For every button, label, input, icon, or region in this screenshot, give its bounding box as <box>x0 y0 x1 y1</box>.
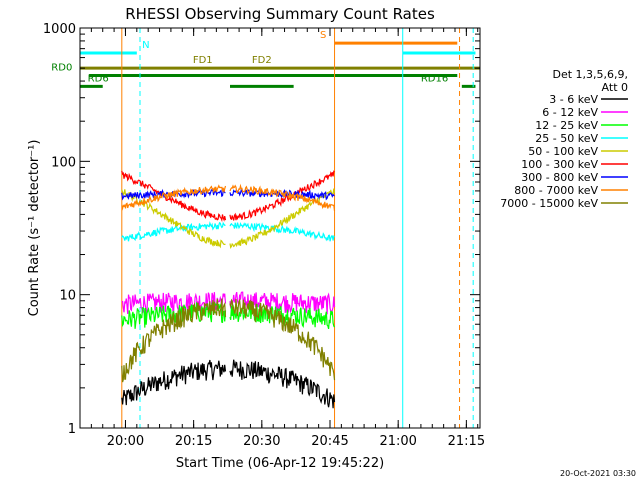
x-axis-label: Start Time (06-Apr-12 19:45:22) <box>176 456 384 471</box>
y-tick-label: 10 <box>59 289 76 304</box>
series-line <box>229 183 336 211</box>
flag-label: FD2 <box>252 55 272 66</box>
y-tick-label: 1 <box>68 422 76 437</box>
data-series <box>121 170 336 409</box>
y-axis-label: Count Rate (s⁻¹ detector⁻¹) <box>27 140 42 317</box>
chart-title: RHESSI Observing Summary Count Rates <box>125 5 435 23</box>
series-line <box>121 221 226 242</box>
timestamp: 20-Oct-2021 03:30 <box>560 469 636 478</box>
x-axis-ticks: 20:00 20:15 20:30 20:45 21:00 21:15 <box>79 28 485 449</box>
legend-label: 3 - 6 keV <box>549 93 598 106</box>
series-line <box>229 359 336 409</box>
series-line <box>121 184 227 211</box>
series-trace <box>121 298 336 383</box>
legend-label: 100 - 300 keV <box>521 158 598 171</box>
series-line <box>229 170 335 221</box>
x-tick-label: 21:15 <box>448 434 485 449</box>
x-tick-label: 20:15 <box>175 434 212 449</box>
legend-label: 7000 - 15000 keV <box>500 197 598 210</box>
legend-label: 800 - 7000 keV <box>514 184 598 197</box>
legend-label: 50 - 100 keV <box>528 145 598 158</box>
series-line <box>121 170 227 223</box>
legend-label: 12 - 25 keV <box>535 119 598 132</box>
x-tick-label: 20:45 <box>311 434 348 449</box>
y-axis-ticks: 1 10 100 1000 <box>43 22 480 437</box>
y-tick-label: 1000 <box>43 22 76 37</box>
flag-label: FD1 <box>193 55 213 66</box>
flag-bars: N S FD1 FD2 RD0 RD6 RD16 <box>51 30 480 88</box>
series-line <box>121 298 227 383</box>
series-line <box>229 298 336 381</box>
x-tick-label: 20:30 <box>243 434 280 449</box>
legend-label: 300 - 800 keV <box>521 171 598 184</box>
legend-header: Att 0 <box>602 81 628 94</box>
legend-label: 6 - 12 keV <box>542 106 598 119</box>
flag-label: RD16 <box>421 73 448 84</box>
flag-label: RD6 <box>88 73 109 84</box>
x-tick-label: 21:00 <box>379 434 416 449</box>
series-trace <box>121 221 335 242</box>
y-tick-label: 100 <box>51 155 76 170</box>
flag-label: N <box>142 40 149 51</box>
legend-header: Det 1,3,5,6,9, <box>552 68 628 81</box>
series-trace <box>121 359 336 409</box>
flag-label: S <box>320 30 326 41</box>
x-tick-label: 20:00 <box>107 434 144 449</box>
plot-frame <box>79 27 481 429</box>
series-line <box>121 301 227 329</box>
flag-label: RD0 <box>51 63 72 74</box>
series-trace <box>121 183 336 211</box>
series-line <box>229 222 335 242</box>
legend-label: 25 - 50 keV <box>535 132 598 145</box>
series-trace <box>121 170 335 223</box>
series-line <box>121 359 227 406</box>
